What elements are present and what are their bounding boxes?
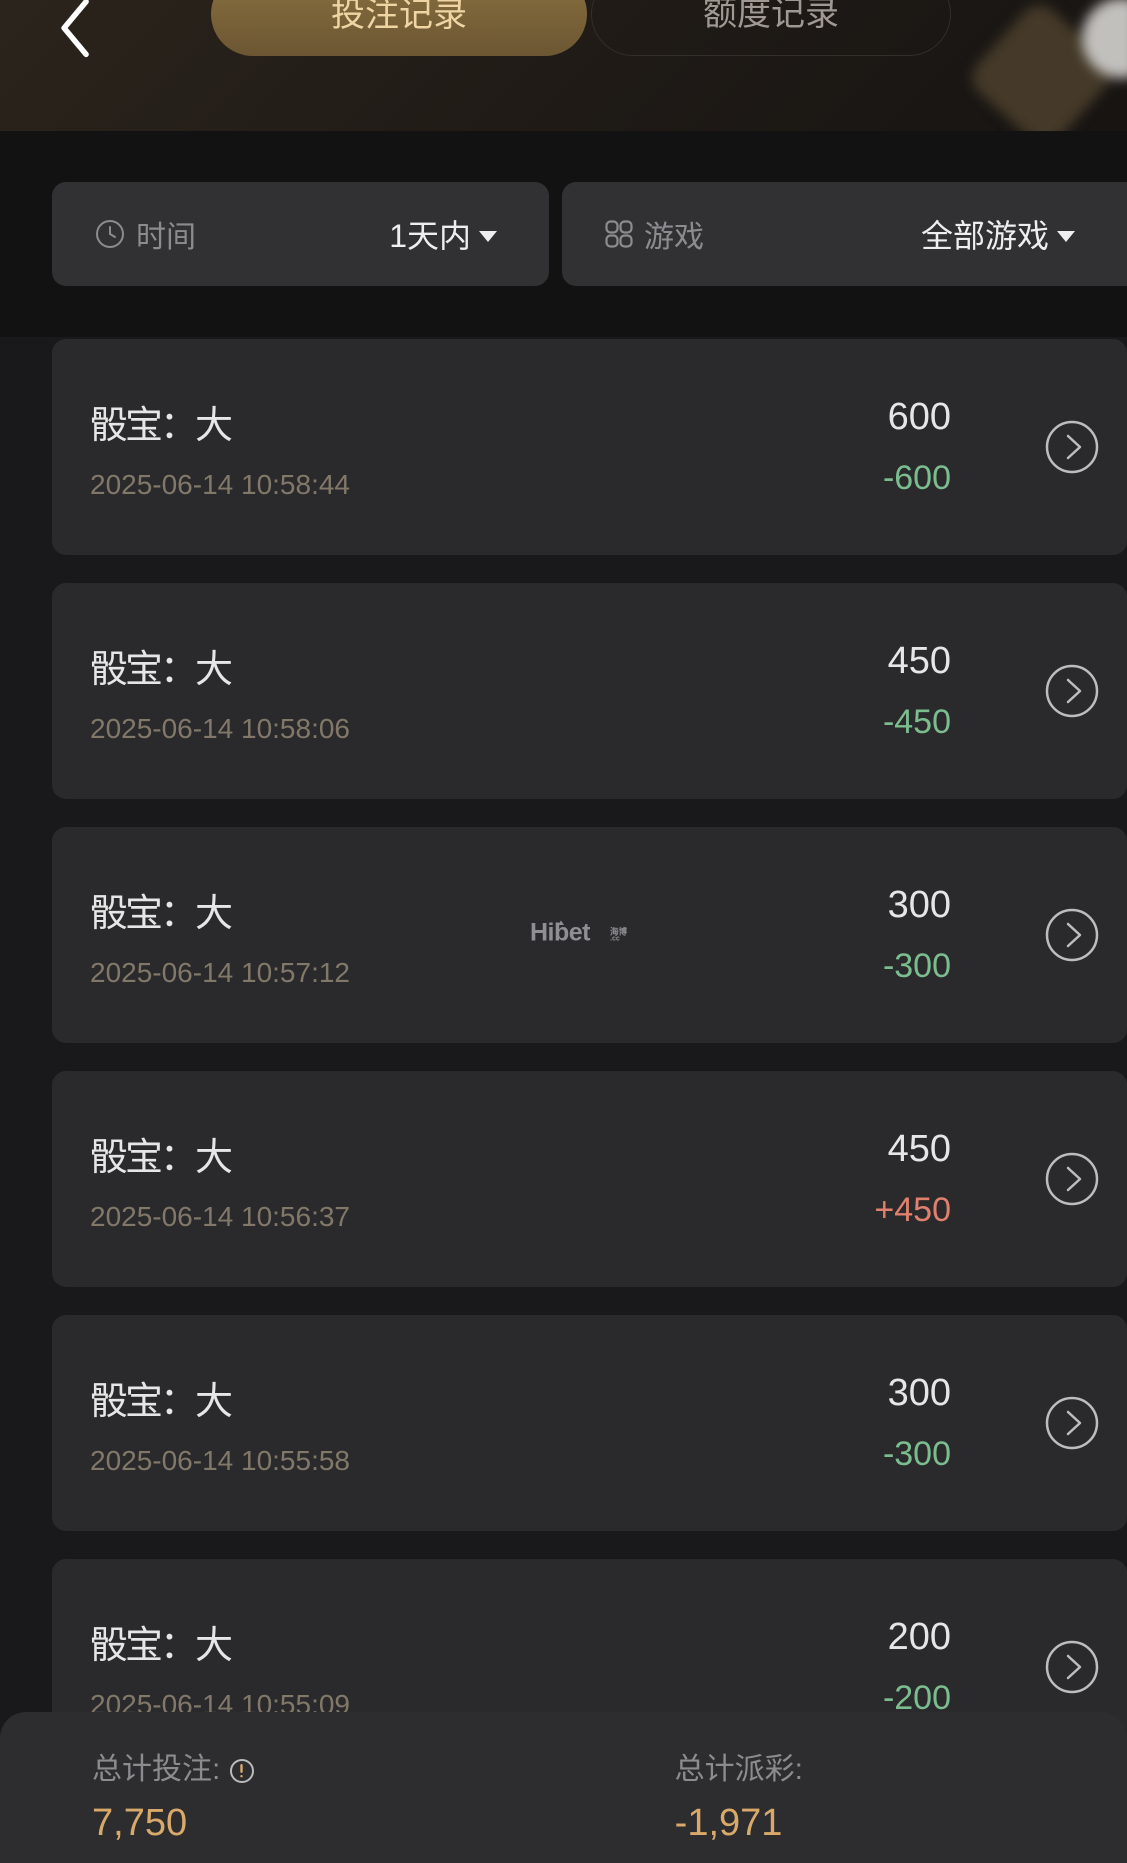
svg-text:.cc: .cc <box>610 936 620 943</box>
